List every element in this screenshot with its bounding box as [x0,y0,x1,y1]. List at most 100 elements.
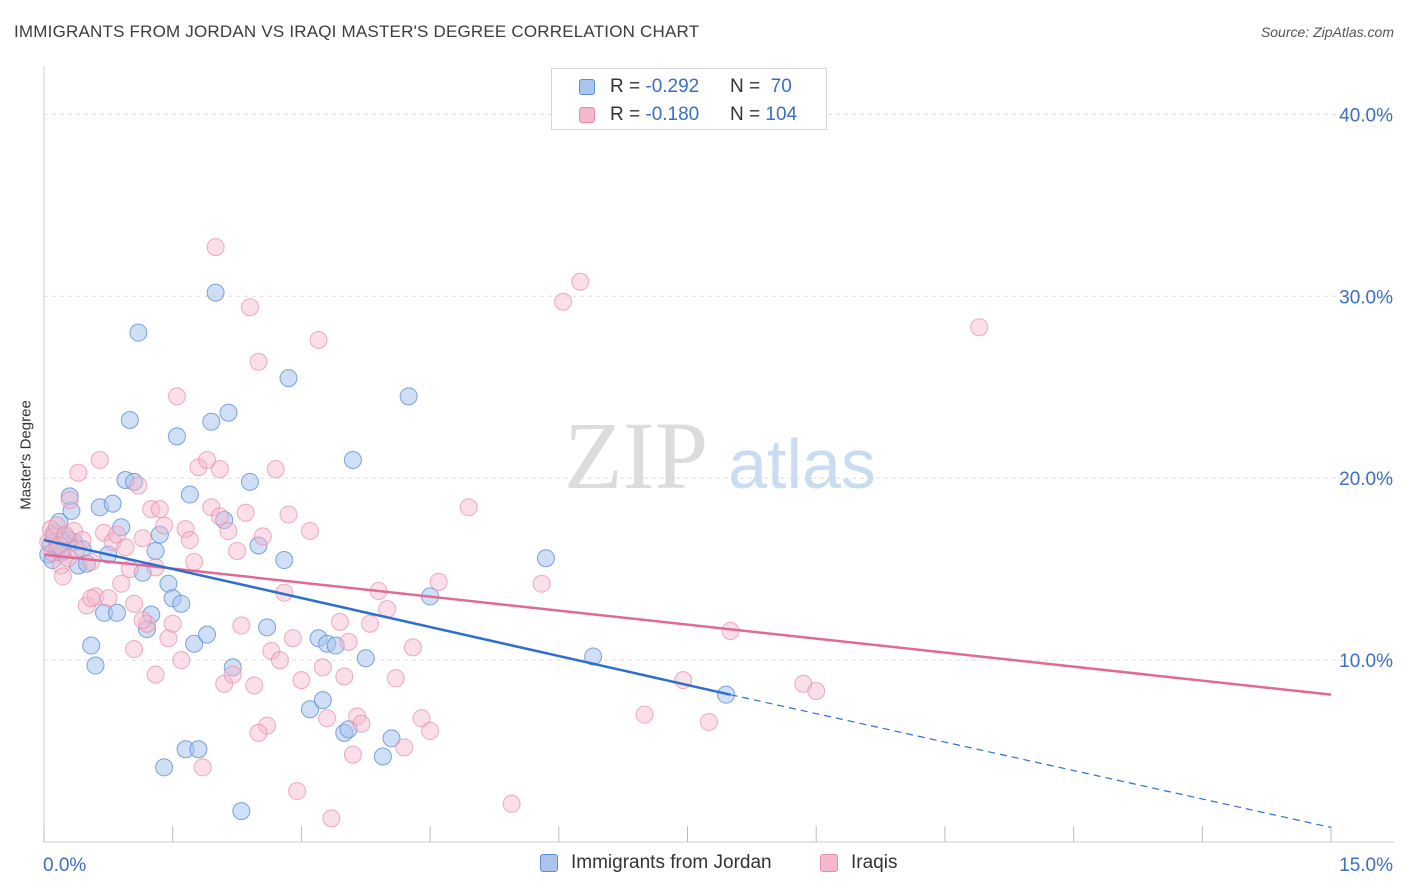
iraqi-point-43 [210,507,229,526]
jordan-point-19 [103,494,122,513]
iraqi-point-46 [223,665,242,684]
iraqi-point-57 [270,651,289,670]
iraqi-point-10 [69,463,88,482]
jordan-trend-extension [730,694,1332,829]
iraqi-point-17 [99,589,118,608]
jordan-point-25 [129,323,148,342]
legend-r-iraqi: R = -0.180 [610,104,700,125]
iraqi-point-83 [502,794,521,813]
iraqi-point-74 [361,614,380,633]
y-tick-label-2: 30.0% [1339,287,1393,308]
jordan-point-48 [249,536,268,555]
jordan-point-63 [399,387,418,406]
jordan-trend-line [43,538,731,696]
iraqi-point-71 [343,745,362,764]
iraqi-point-13 [82,552,101,571]
legend-jordan-swatch [540,854,558,872]
iraqi-point-79 [412,709,431,728]
jordan-point-39 [189,740,208,759]
iraqi-point-98 [210,460,229,479]
iraqi-point-64 [309,330,328,349]
iraqi-point-40 [198,451,217,469]
iraqi-point-103 [133,611,152,630]
iraqi-point-32 [163,614,182,633]
jordan-point-42 [206,283,225,302]
iraqi-point-50 [240,298,259,317]
iraqi-swatch [579,107,595,123]
jordan-point-65 [536,549,555,568]
series-jordan-points [39,283,736,821]
jordan-point-23 [120,410,139,429]
iraqi-point-80 [421,722,440,741]
iraqi-point-23 [125,640,144,659]
iraqi-point-101 [386,669,405,688]
legend-jordan-label: Immigrants from Jordan [571,852,772,873]
iraqi-point-77 [395,738,414,757]
y-tick-label-0: 10.0% [1339,651,1393,672]
watermark: ZIP atlas [564,402,876,509]
iraqi-point-100 [249,723,268,742]
iraqi-point-81 [429,572,448,591]
jordan-point-14 [82,636,101,655]
iraqi-point-87 [635,705,654,724]
watermark-atlas: atlas [728,425,876,503]
iraqi-point-86 [571,272,590,291]
iraqi-point-20 [112,574,131,593]
iraqi-point-67 [322,809,341,828]
jordan-point-30 [150,525,169,544]
iraqi-point-61 [288,782,307,801]
legend-n-iraqi: N = 104 [730,104,798,125]
iraqi-point-63 [300,521,319,540]
jordan-point-20 [107,603,126,622]
legend-r-jordan: R = -0.292 [610,76,700,97]
iraqi-point-89 [699,712,718,731]
jordan-point-62 [382,729,401,748]
iraqi-point-84 [532,574,551,593]
iraqi-point-19 [107,525,126,544]
jordan-point-52 [300,700,319,719]
jordan-point-15 [86,656,105,675]
iraqi-point-92 [807,682,826,701]
chart-title: IMMIGRANTS FROM JORDAN VS IRAQI MASTER'S… [14,22,700,41]
iraqi-point-31 [159,629,178,648]
jordan-point-60 [356,649,375,668]
jordan-point-49 [258,618,277,637]
iraqi-trend-line [43,553,1332,696]
iraqi-point-24 [129,476,148,495]
jordan-point-37 [180,485,199,504]
jordan-point-40 [198,625,217,644]
iraqi-point-97 [125,594,144,613]
iraqi-point-59 [279,505,298,524]
iraqi-point-49 [236,503,255,522]
legend-row-iraqi: R = -0.180 N = 104 [552,101,828,131]
iraqi-point-70 [339,632,358,651]
jordan-point-59 [343,451,362,469]
legend-row-jordan: R = -0.292 N = 70 [552,73,828,103]
iraqi-point-29 [150,500,169,519]
x-tick-label-max: 15.0% [1339,855,1393,876]
iraqi-point-99 [146,665,165,684]
jordan-point-45 [223,658,242,677]
jordan-point-38 [185,634,204,653]
iraqi-point-66 [318,709,337,728]
iraqi-point-68 [331,612,350,631]
source-credit: Source: ZipAtlas.com [1260,24,1394,40]
x-tick-label-min: 0.0% [43,855,86,876]
jordan-point-31 [155,758,174,777]
grid-lines [44,113,1394,661]
jordan-point-29 [146,541,165,560]
tick-labels: 10.0% 20.0% 30.0% 40.0% 0.0% 15.0% [43,105,1393,876]
legend-n-jordan: N = 70 [730,76,792,97]
iraqi-point-65 [313,658,332,677]
iraqi-point-102 [82,589,101,608]
iraqi-point-21 [116,538,135,557]
jordan-point-47 [240,472,259,491]
series-iraqi-points [39,238,989,828]
series-legend: Immigrants from Jordan Iraqis [0,852,1406,878]
iraqi-point-34 [172,651,191,670]
iraqi-point-53 [253,527,272,546]
jordan-point-61 [373,747,392,766]
iraqi-point-56 [266,460,285,479]
iraqi-point-33 [167,387,186,406]
iraqi-point-42 [206,238,225,257]
